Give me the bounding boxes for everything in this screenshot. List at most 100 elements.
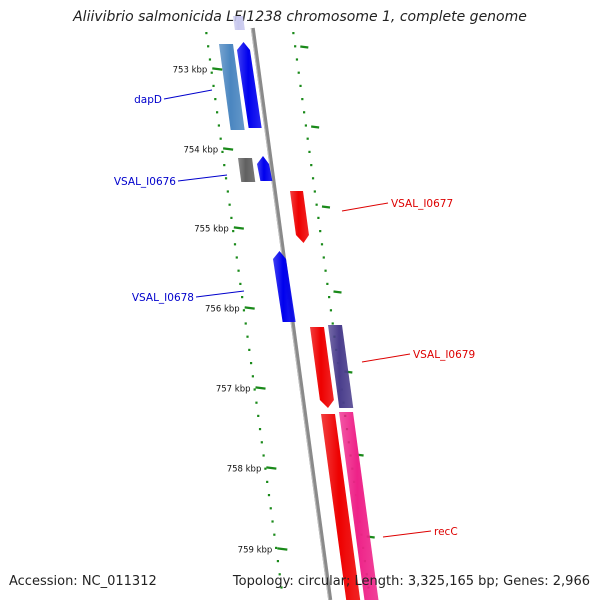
inner-tick-dot: [271, 520, 274, 523]
tick-label: 754 kbp: [183, 146, 218, 156]
gene-label: dapD: [134, 94, 162, 106]
outer-tick-dot: [320, 243, 324, 246]
gene-bar: [257, 156, 273, 181]
inner-tick-dot: [262, 454, 265, 457]
outer-tick-dot: [310, 164, 313, 167]
major-tick: [233, 226, 244, 230]
inner-tick-dot: [228, 203, 231, 206]
outer-tick-dot: [326, 282, 329, 285]
outer-tick-dot: [328, 296, 331, 299]
inner-tick-dot: [223, 164, 226, 167]
major-tick: [266, 466, 277, 470]
inner-tick-dot: [219, 137, 222, 140]
outer-tick-dot: [308, 150, 311, 153]
inner-tick-dot: [280, 586, 283, 589]
outer-tick-dot: [315, 203, 318, 206]
inner-tick-dot: [214, 98, 217, 101]
inner-tick-dot: [253, 388, 256, 391]
inner-tick-dot: [273, 533, 276, 536]
gene-bar: [290, 191, 309, 243]
major-tick: [277, 547, 288, 551]
ncbi-feature-bar: [219, 44, 245, 130]
inner-tick-dot: [205, 32, 208, 35]
gene-leader-line: [361, 353, 411, 363]
inner-tick-dot: [249, 362, 253, 365]
inner-tick-dot: [267, 494, 271, 497]
inner-tick-dot: [208, 58, 212, 61]
inner-tick-dot: [251, 375, 254, 378]
outer-tick-dot: [319, 230, 322, 233]
genome-summary-text: Topology: circular; Length: 3,325,165 bp…: [232, 574, 590, 589]
ncbi-feature-bar: [233, 16, 245, 30]
gene-label: VSAL_I0676: [114, 176, 176, 188]
inner-tick-dot: [217, 124, 220, 127]
outer-tick-dot: [297, 71, 300, 74]
inner-tick-dot: [233, 243, 237, 246]
major-tick: [255, 386, 266, 390]
inner-tick-dot: [224, 177, 228, 180]
outer-tick-dot: [301, 98, 304, 101]
inner-tick-dot: [221, 150, 224, 153]
gene-leader-line: [177, 174, 228, 182]
gene-leader-line: [382, 530, 432, 538]
inner-tick-dot: [258, 428, 262, 431]
inner-tick-dot: [260, 441, 263, 444]
inner-tick-dot: [230, 216, 233, 219]
inner-tick-dot: [246, 335, 249, 338]
inner-tick-dot: [239, 282, 242, 285]
outer-tick-dot: [311, 177, 315, 180]
map-title: Aliivibrio salmonicida LFI1238 chromosom…: [73, 9, 527, 25]
gene-label: VSAL_I0678: [132, 292, 194, 304]
outer-major-tick: [311, 125, 320, 129]
inner-tick-dot: [248, 348, 251, 351]
outer-tick-dot: [306, 137, 309, 140]
gene-bar: [321, 414, 361, 600]
inner-tick-dot: [264, 467, 267, 470]
inner-tick-dot: [241, 296, 244, 299]
inner-tick-dot: [210, 71, 213, 74]
inner-tick-dot: [244, 322, 247, 325]
inner-tick-dot: [276, 560, 280, 563]
outer-tick-dot: [329, 309, 333, 312]
outer-major-tick: [321, 205, 331, 209]
inner-tick-dot: [232, 230, 235, 233]
outer-tick-dot: [294, 45, 297, 48]
outer-tick-dot: [317, 216, 320, 219]
outer-tick-dot: [324, 269, 327, 272]
accession-text: Accession: NC_011312: [9, 574, 157, 589]
gene-bar: [310, 327, 334, 408]
tick-label: 758 kbp: [227, 465, 262, 475]
outer-tick-dot: [303, 111, 306, 114]
tick-label: 759 kbp: [238, 546, 273, 556]
inner-tick-dot: [235, 256, 238, 259]
inner-tick-dot: [269, 507, 272, 510]
outer-tick-dot: [292, 32, 295, 35]
gene-label: VSAL_I0679: [413, 349, 475, 361]
gene-leader-line: [163, 89, 213, 100]
outer-tick-dot: [322, 256, 325, 259]
inner-tick-dot: [257, 414, 260, 417]
inner-tick-dot: [212, 84, 215, 87]
inner-tick-dot: [242, 309, 246, 312]
inner-tick-dot: [275, 546, 278, 549]
gene-bar: [273, 251, 296, 322]
inner-tick-dot: [278, 573, 281, 576]
gene-leader-line: [195, 290, 245, 298]
ncbi-feature-bar: [339, 412, 379, 600]
ncbi-feature-bar: [238, 158, 256, 182]
outer-tick-dot: [295, 58, 299, 61]
gene-leader-line: [341, 202, 389, 212]
tick-label: 755 kbp: [194, 225, 229, 235]
inner-tick-dot: [226, 190, 229, 193]
tick-label: 753 kbp: [173, 66, 208, 76]
outer-major-tick: [300, 45, 309, 49]
gene-bar: [237, 42, 262, 128]
inner-tick-dot: [216, 111, 219, 114]
major-tick: [222, 147, 234, 151]
outer-major-tick: [333, 290, 342, 294]
major-tick: [244, 306, 255, 310]
inner-tick-dot: [255, 401, 258, 404]
outer-tick-dot: [304, 124, 307, 127]
